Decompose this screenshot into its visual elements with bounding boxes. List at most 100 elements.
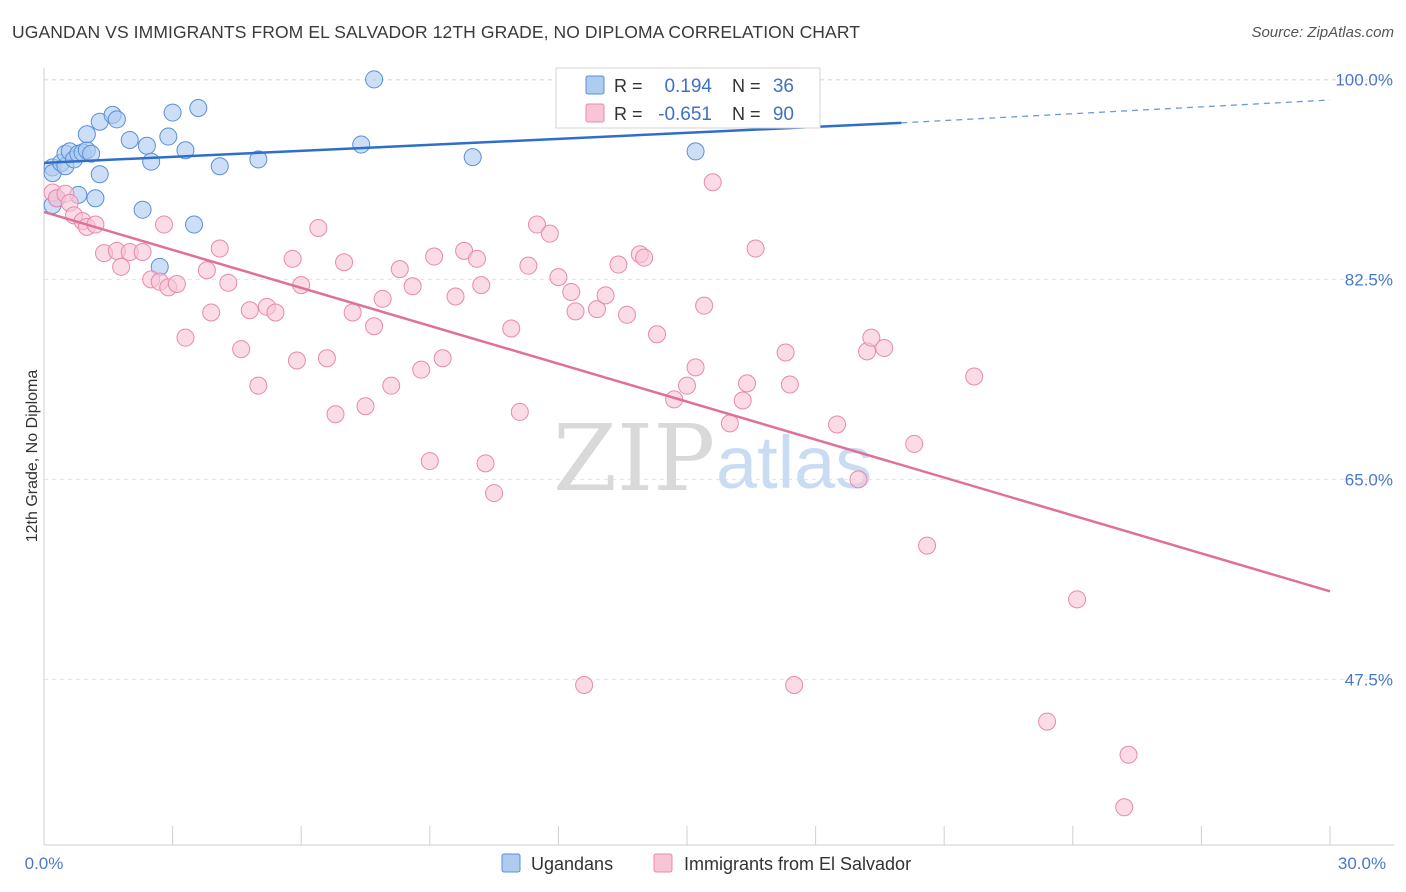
legend-r-value-salvador: -0.651 — [658, 104, 712, 125]
legend-swatch-salvador — [585, 103, 605, 123]
ugandans-point — [163, 103, 182, 122]
ugandans-trend-extension — [901, 99, 1331, 124]
ugandans-point — [176, 141, 195, 160]
watermark: ZIP atlas — [553, 405, 872, 512]
salvador-point — [1038, 712, 1057, 731]
series-legend: Ugandans Immigrants from El Salvador — [501, 853, 911, 874]
legend-n-label-salvador: N = — [732, 104, 761, 124]
x-tick-label-max: 30.0% — [1338, 854, 1386, 873]
salvador-point — [403, 277, 422, 296]
salvador-point — [635, 248, 654, 267]
salvador-point — [686, 358, 705, 377]
salvador-point — [703, 173, 722, 192]
ugandans-point — [686, 142, 705, 161]
chart-title: UGANDAN VS IMMIGRANTS FROM EL SALVADOR 1… — [12, 22, 861, 42]
salvador-point — [1068, 590, 1087, 609]
salvador-point — [476, 454, 495, 473]
ugandans-point — [82, 144, 101, 163]
salvador-point — [1115, 798, 1134, 817]
salvador-point — [918, 536, 937, 555]
salvador-point — [746, 239, 765, 258]
y-tick-label: 47.5% — [1345, 670, 1393, 689]
salvador-point — [549, 268, 568, 287]
salvador-trend-line — [43, 210, 1331, 593]
series-legend-label-ugandans: Ugandans — [531, 854, 613, 874]
grid-lines — [44, 78, 1394, 680]
salvador-point — [562, 282, 581, 301]
ugandans-point — [365, 70, 384, 89]
salvador-point — [133, 242, 152, 261]
salvador-point — [219, 273, 238, 292]
salvador-point — [467, 249, 486, 268]
ugandans-point — [210, 157, 229, 176]
salvador-point — [609, 255, 628, 274]
salvador-point — [617, 305, 636, 324]
salvador-point — [287, 351, 306, 370]
ugandans-point — [189, 98, 208, 117]
salvador-point — [519, 256, 538, 275]
x-tick-marks — [43, 826, 1331, 845]
ugandans-point — [120, 130, 139, 149]
salvador-point — [155, 215, 174, 234]
salvador-point — [502, 319, 521, 338]
salvador-point — [575, 676, 594, 695]
salvador-point — [587, 300, 606, 319]
salvador-point — [566, 302, 585, 321]
series-legend-label-salvador: Immigrants from El Salvador — [684, 854, 911, 874]
salvador-point — [309, 218, 328, 237]
salvador-point — [167, 274, 186, 293]
salvador-point — [780, 375, 799, 394]
series-legend-swatch-salvador — [653, 853, 673, 873]
salvador-point — [720, 414, 739, 433]
legend-r-label-salvador: R = — [614, 104, 643, 124]
ugandans-point — [142, 152, 161, 171]
salvador-point — [112, 257, 131, 276]
salvador-point — [240, 301, 259, 320]
ugandans-point — [86, 189, 105, 208]
watermark-zip: ZIP — [553, 405, 715, 512]
salvador-point — [540, 224, 559, 243]
correlation-legend: R = 0.194 N = 36 R = -0.651 N = 90 — [555, 67, 821, 129]
salvador-point — [373, 289, 392, 308]
trend-lines — [43, 99, 1331, 593]
ugandans-point — [133, 200, 152, 219]
legend-swatch-ugandans — [585, 75, 605, 95]
ugandans-points — [43, 70, 705, 276]
salvador-point — [420, 452, 439, 471]
y-tick-label: 65.0% — [1345, 470, 1393, 489]
salvador-point — [965, 367, 984, 386]
salvador-point — [828, 415, 847, 434]
salvador-point — [232, 340, 251, 359]
salvador-point — [455, 241, 474, 260]
x-tick-label-min: 0.0% — [25, 854, 64, 873]
salvador-point — [738, 374, 757, 393]
legend-r-value-ugandans: 0.194 — [664, 76, 712, 97]
salvador-point — [485, 484, 504, 503]
watermark-atlas: atlas — [716, 421, 872, 504]
y-tick-label: 82.5% — [1345, 270, 1393, 289]
salvador-point — [596, 286, 615, 305]
salvador-point — [390, 260, 409, 279]
legend-n-value-ugandans: 36 — [773, 76, 794, 97]
ugandans-point — [90, 165, 109, 184]
ugandans-point — [249, 150, 268, 169]
salvador-point — [283, 249, 302, 268]
salvador-point — [905, 434, 924, 453]
salvador-point — [356, 397, 375, 416]
ugandans-point — [352, 135, 371, 154]
source-label: Source: ZipAtlas.com — [1251, 24, 1394, 41]
salvador-point — [733, 391, 752, 410]
salvador-point — [678, 376, 696, 395]
ugandans-trend-line — [43, 121, 902, 165]
salvador-point — [647, 325, 666, 344]
legend-n-value-salvador: 90 — [773, 104, 794, 125]
ugandans-point — [463, 148, 482, 167]
ugandans-point — [107, 110, 126, 129]
ugandans-point — [137, 136, 156, 155]
ugandans-point — [77, 125, 96, 144]
salvador-point — [382, 376, 401, 395]
salvador-point — [785, 676, 804, 695]
salvador-point — [695, 296, 714, 315]
salvador-points — [43, 173, 1138, 817]
